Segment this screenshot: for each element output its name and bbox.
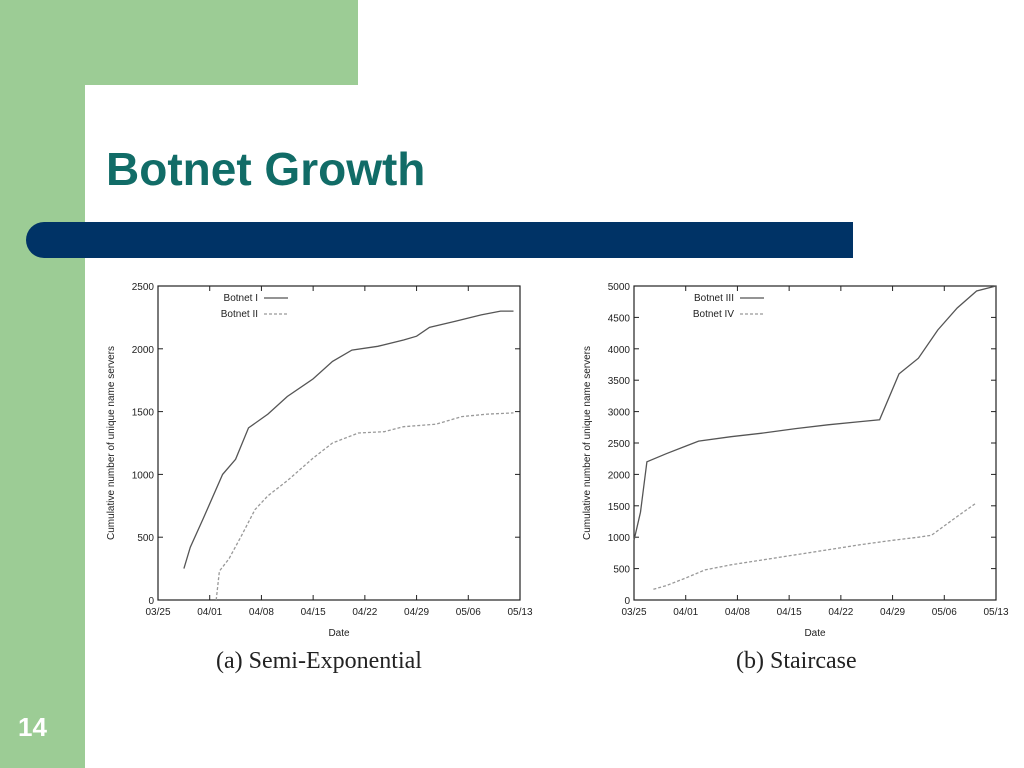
y-tick-label: 1000 [132,470,155,481]
y-tick-label: 4000 [608,345,631,356]
y-tick-label: 500 [137,533,154,544]
content-panel [85,85,1024,768]
x-tick-label: 05/06 [456,607,481,618]
legend-label: Botnet III [694,293,734,304]
legend-label: Botnet I [224,293,258,304]
x-tick-label: 04/29 [404,607,429,618]
series-line-botnet-iv [653,502,977,590]
y-axis-label: Cumulative number of unique name servers [582,346,593,540]
x-tick-label: 04/22 [828,607,853,618]
y-axis-label: Cumulative number of unique name servers [106,346,117,540]
x-tick-label: 04/01 [673,607,698,618]
y-tick-label: 5000 [608,282,631,293]
x-tick-label: 04/29 [880,607,905,618]
y-tick-label: 2000 [608,470,631,481]
x-tick-label: 05/06 [932,607,957,618]
series-line-botnet-i [183,310,514,569]
y-tick-label: 1500 [608,502,631,513]
x-tick-label: 03/25 [621,607,646,618]
chart-semi-exponential: 0 500 1000 1500 2000 2500 03/25 04/01 04/08 04/15… [106,282,533,639]
y-tick-label: 4500 [608,313,631,324]
y-tick-label: 2000 [132,345,155,356]
x-tick-label: 04/15 [301,607,326,618]
slide-number: 14 [18,712,47,742]
y-tick-label: 0 [624,596,630,607]
y-tick-label: 1500 [132,408,155,419]
slide-title: Botnet Growth [106,143,426,195]
y-tick-label: 0 [148,596,154,607]
green-top-block [85,0,358,85]
caption-chart-a: (a) Semi-Exponential [216,648,422,674]
y-tick-label: 3000 [608,408,631,419]
x-tick-label: 04/01 [197,607,222,618]
x-tick-label: 03/25 [145,607,170,618]
title-underline-bar [26,222,853,258]
x-tick-label: 04/08 [249,607,274,618]
y-tick-label: 2500 [132,282,155,293]
plot-frame [633,285,997,601]
y-tick-label: 1000 [608,533,631,544]
x-axis-label: Date [328,628,350,639]
legend-label: Botnet II [221,309,258,320]
y-tick-label: 2500 [608,439,631,450]
green-left-band [0,0,85,768]
y-tick-label: 3500 [608,376,631,387]
x-tick-label: 04/22 [352,607,377,618]
series-line-botnet-ii [215,412,514,601]
x-tick-label: 05/13 [983,607,1008,618]
caption-chart-b: (b) Staircase [736,648,857,674]
x-tick-label: 04/15 [777,607,802,618]
y-tick-label: 500 [613,565,630,576]
legend-label: Botnet IV [693,309,734,320]
chart-staircase: 0 500 1000 1500 2000 2500 3000 3500 4000 4500 5000… [582,282,1009,639]
series-line-botnet-iii [633,285,997,541]
x-tick-label: 05/13 [507,607,532,618]
plot-frame [157,285,521,601]
x-tick-label: 04/08 [725,607,750,618]
x-axis-label: Date [804,628,826,639]
